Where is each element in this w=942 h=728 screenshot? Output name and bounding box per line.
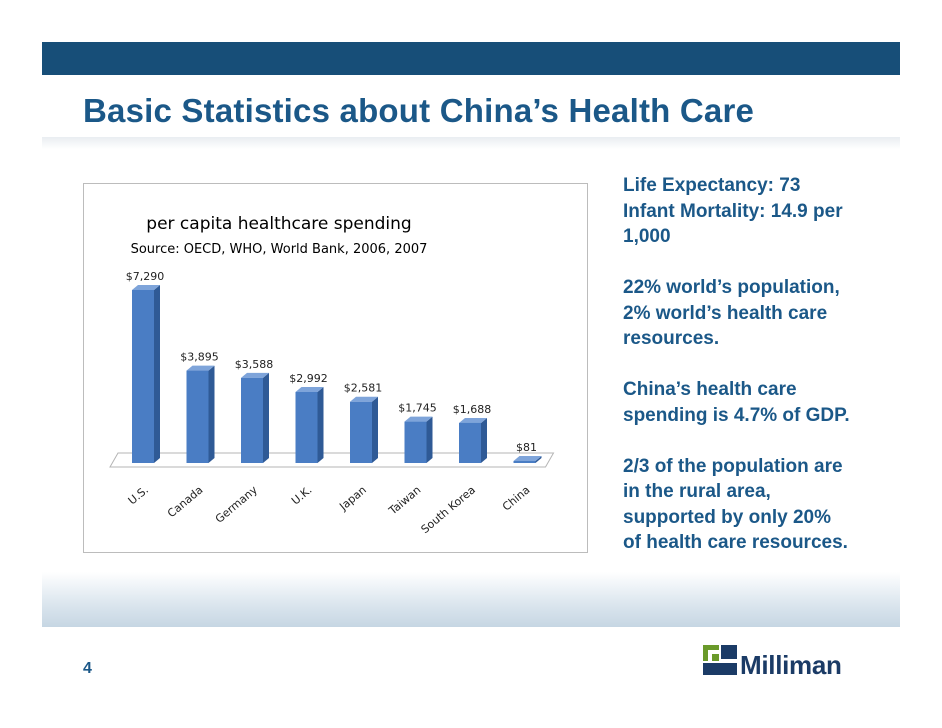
- category-label: South Korea: [419, 483, 478, 536]
- bar: [404, 421, 427, 463]
- bar-side: [372, 396, 378, 463]
- fact-text: 22% world’s population, 2% world’s healt…: [623, 277, 840, 349]
- bar: [459, 422, 481, 463]
- data-label: $1,688: [453, 403, 492, 416]
- bar-side: [535, 456, 542, 463]
- header-bar: [42, 42, 900, 75]
- data-label: $1,745: [398, 402, 437, 415]
- bar-top: [186, 365, 215, 371]
- bar: [513, 461, 536, 463]
- bar-side: [426, 416, 433, 463]
- bar-side: [263, 372, 269, 463]
- bar-chart: per capita healthcare spending Source: O…: [109, 214, 555, 536]
- category-label: Taiwan: [386, 483, 424, 518]
- bar-side: [154, 285, 160, 463]
- bar-side: [481, 417, 487, 463]
- bar-top: [459, 417, 487, 423]
- page-number: 4: [83, 660, 92, 677]
- category-label: Canada: [165, 483, 205, 520]
- chart-frame: per capita healthcare spending Source: O…: [83, 183, 588, 553]
- logo-wordmark: Milliman: [740, 650, 842, 680]
- slide-title: Basic Statistics about China’s Health Ca…: [83, 92, 755, 129]
- bar: [350, 401, 372, 463]
- data-label: $3,895: [180, 351, 219, 364]
- bar-side: [317, 386, 324, 463]
- chart-subtitle: Source: OECD, WHO, World Bank, 2006, 200…: [131, 242, 428, 257]
- data-label: $2,992: [289, 372, 328, 385]
- bar-top: [513, 456, 542, 461]
- bar-top: [132, 285, 160, 290]
- data-label: $81: [516, 441, 537, 454]
- chart-title: per capita healthcare spending: [146, 214, 411, 234]
- category-label: China: [500, 483, 532, 513]
- fact-text: 2/3 of the population are in the rural a…: [623, 455, 848, 554]
- data-label: $7,290: [126, 270, 165, 283]
- bar-top: [295, 386, 324, 392]
- category-label: U.K.: [289, 483, 314, 507]
- bar: [241, 377, 263, 463]
- category-label: U.S.: [126, 483, 151, 507]
- chart-floor: [109, 452, 555, 468]
- slide: Basic Statistics about China’s Health Ca…: [42, 42, 900, 686]
- bar-top: [404, 416, 433, 422]
- footer-gradient-band: [42, 572, 900, 627]
- milliman-logo-icon: [703, 645, 737, 675]
- bar-side: [208, 365, 215, 463]
- bar: [295, 391, 318, 463]
- data-label: $2,581: [344, 382, 383, 395]
- facts-panel: Life Expectancy: 73 Infant Mortality: 14…: [623, 173, 853, 581]
- fact-text: Life Expectancy: 73 Infant Mortality: 14…: [623, 175, 843, 247]
- bar-top: [350, 396, 378, 402]
- data-label: $3,588: [235, 358, 274, 371]
- category-label: Japan: [336, 483, 369, 513]
- category-label: Germany: [213, 483, 260, 526]
- bar: [186, 370, 209, 463]
- divider-band: [42, 137, 900, 149]
- bar-top: [241, 372, 269, 378]
- fact-text: China’s health care spending is 4.7% of …: [623, 379, 850, 426]
- bar: [132, 290, 154, 463]
